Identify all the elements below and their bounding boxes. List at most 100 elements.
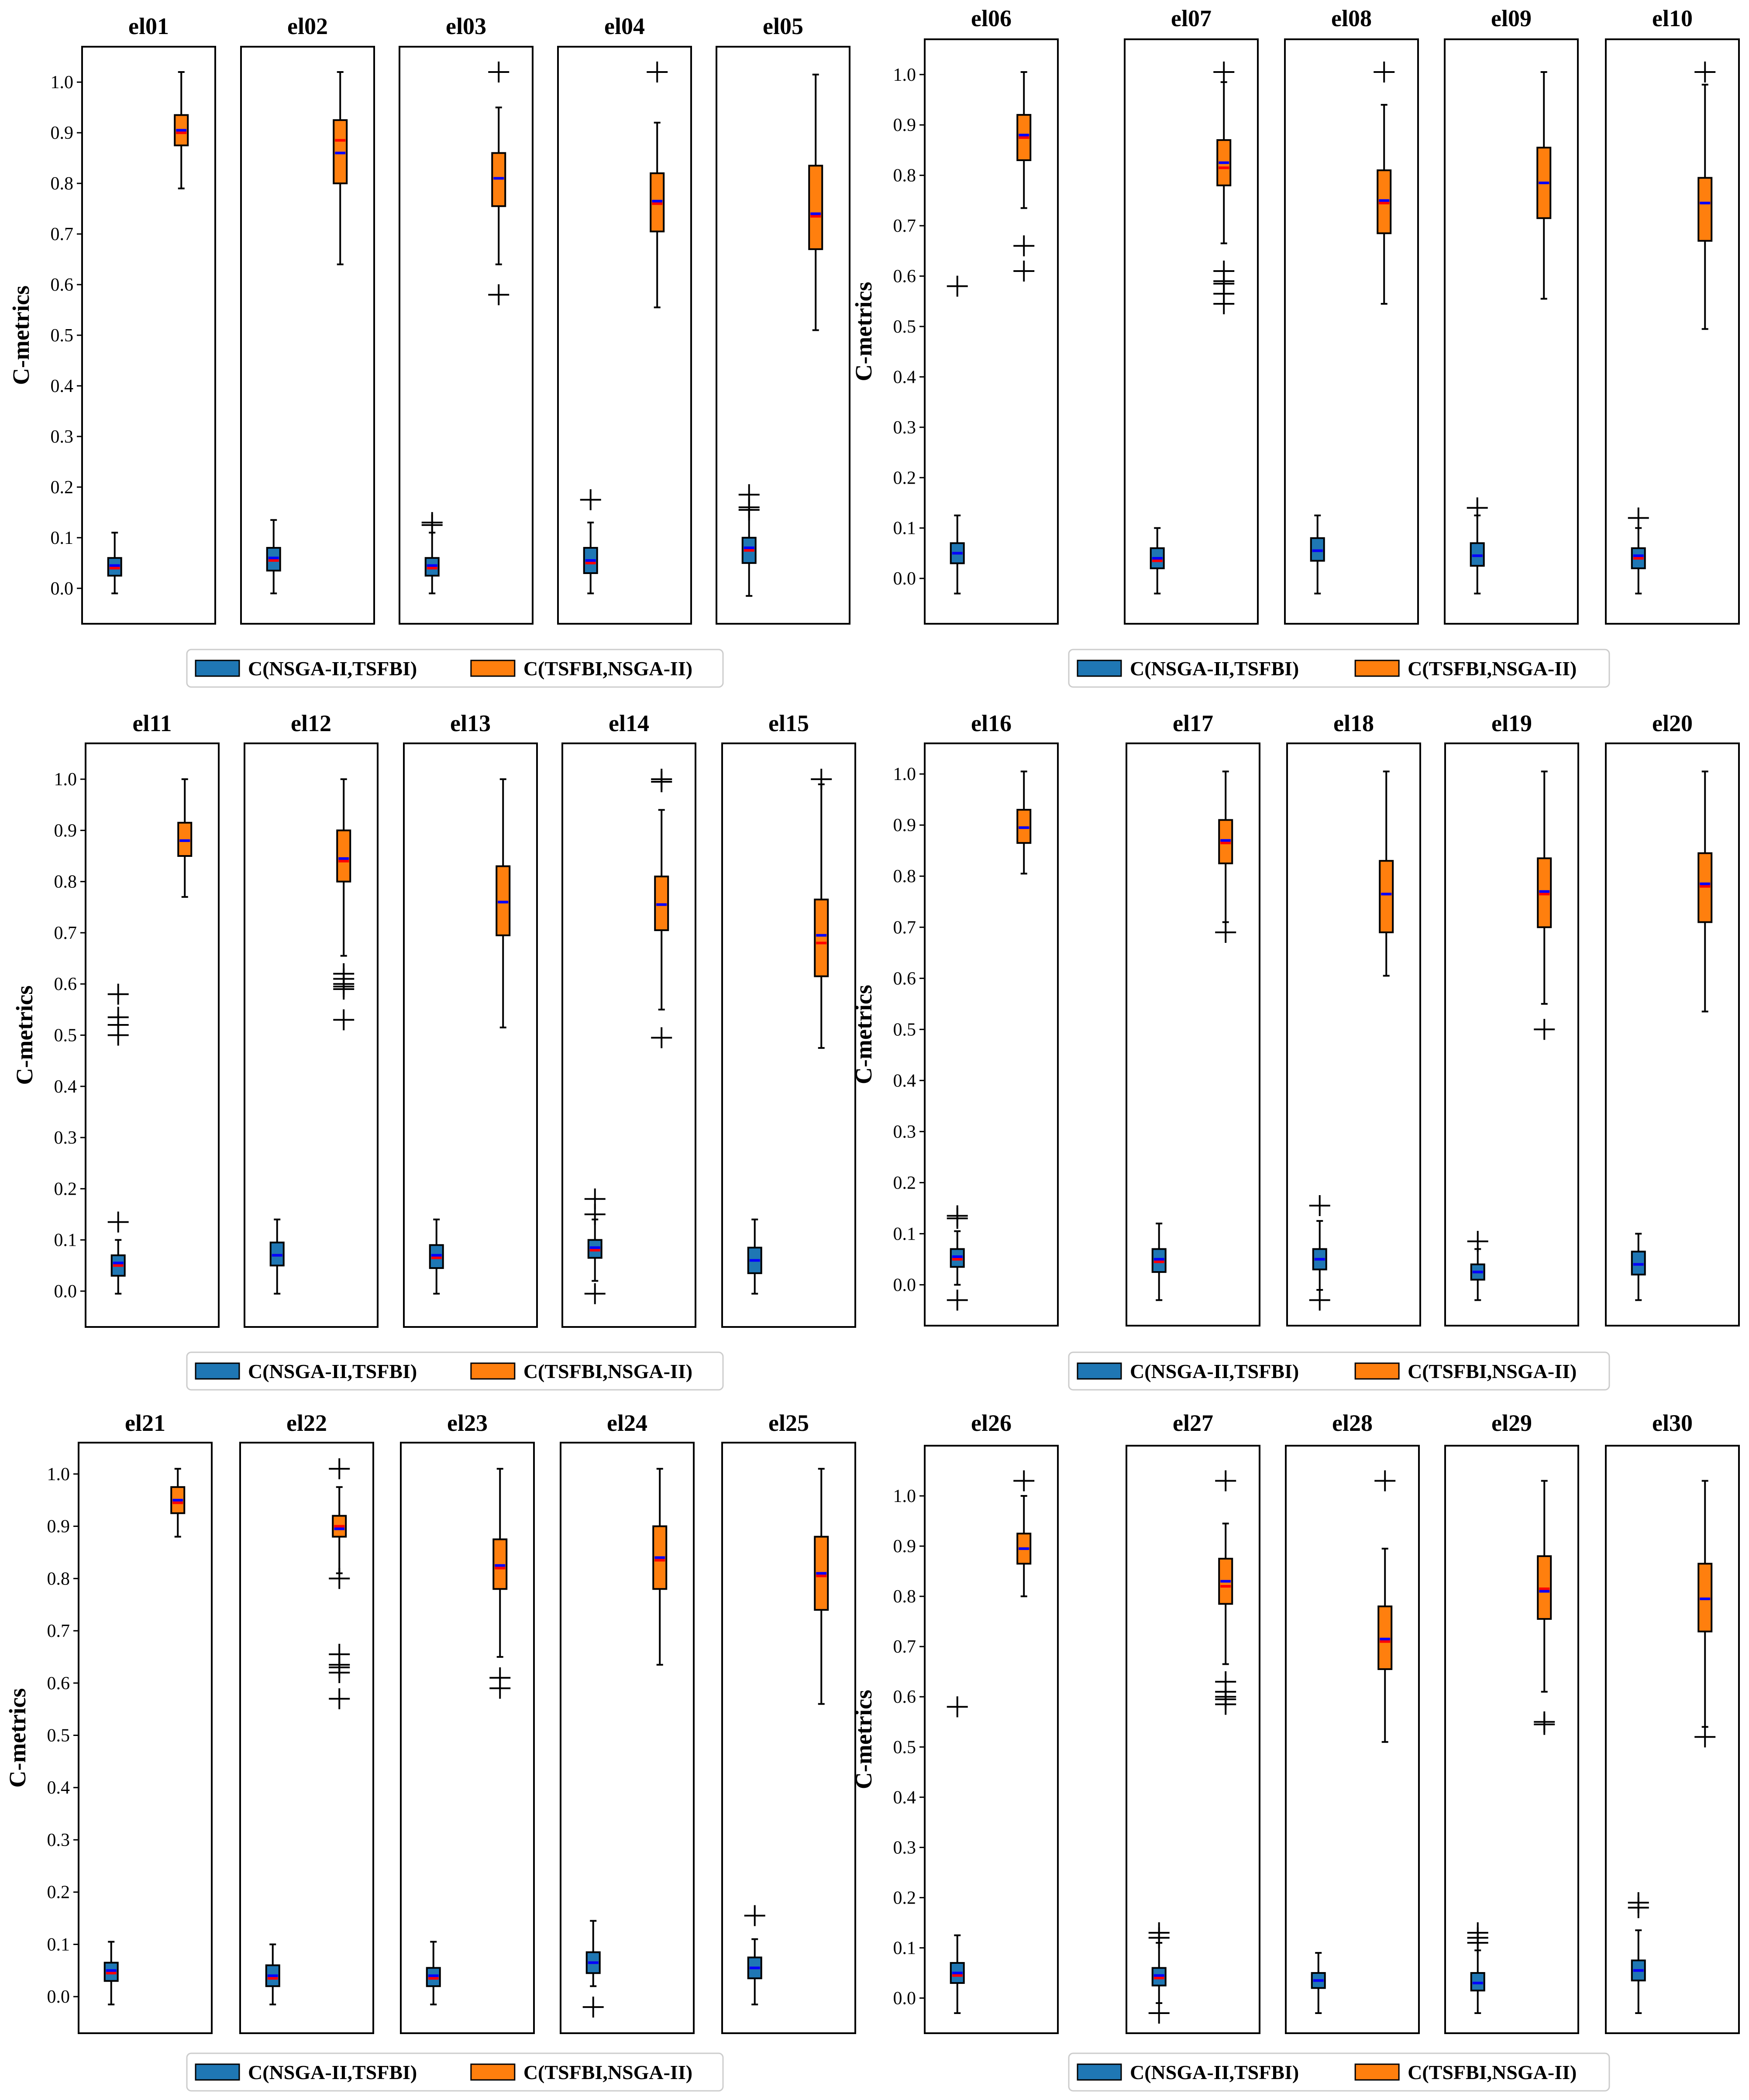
box-nsga-tsfbi-outlier: [107, 1007, 129, 1028]
y-tick-label: 0.9: [893, 1536, 916, 1557]
panel-title: el14: [609, 710, 649, 736]
box-nsga-tsfbi-outlier: [947, 1205, 968, 1227]
y-tick-label: 0.1: [893, 519, 916, 539]
panel-frame: [1286, 742, 1421, 1327]
legend-swatch-series1: [195, 2063, 240, 2081]
y-tick-label: 0.5: [893, 1020, 916, 1040]
box-nsga-tsfbi-outlier: [582, 1997, 604, 2018]
panel-frame: [244, 742, 379, 1328]
panel-el08: el08: [1284, 5, 1419, 625]
box-tsfbi-nsga-outlier: [488, 61, 510, 82]
box-tsfbi-nsga-outlier: [651, 769, 672, 790]
panel-el01: el01: [81, 13, 216, 625]
box-tsfbi-nsga-iqr-box: [814, 898, 829, 977]
panel-title: el11: [133, 710, 172, 736]
panel-title: el09: [1491, 5, 1532, 31]
box-tsfbi-nsga-outlier: [1013, 1470, 1035, 1492]
legend-swatch-series1: [1077, 660, 1122, 677]
panel-title: el05: [763, 13, 803, 39]
y-tick-label: 0.9: [54, 821, 77, 841]
panel-frame: [81, 46, 216, 625]
legend: C(NSGA-II,TSFBI) C(TSFBI,NSGA-II): [186, 2052, 724, 2092]
subfigure-4: 0.0 0.1 0.2 0.3 0.4 0.5 0.6 0.7 0.8 0.9 1.0 C-metri…: [850, 710, 1740, 1391]
legend-label-series2: C(TSFBI,NSGA-II): [523, 2061, 692, 2083]
legend: C(NSGA-II,TSFBI) C(TSFBI,NSGA-II): [1068, 649, 1610, 688]
panel-frame: [85, 742, 220, 1328]
panel-title: el18: [1333, 710, 1374, 736]
y-tick-label: 0.2: [47, 1883, 70, 1903]
panel-el29: el29: [1444, 1410, 1579, 2034]
y-tick-label: 1.0: [893, 1486, 916, 1506]
panel-frame: [557, 46, 692, 625]
legend-frame: [1068, 649, 1610, 688]
y-axis-label: C-metrics: [11, 986, 38, 1085]
y-tick-label: 0.7: [51, 224, 74, 244]
legend-swatch-series1: [1077, 1362, 1122, 1380]
y-tick-label: 0.7: [54, 923, 77, 943]
panel-frame: [1605, 742, 1740, 1327]
panel-title: el19: [1491, 710, 1532, 736]
y-tick-label: 0.5: [51, 326, 74, 346]
y-tick-label: 0.6: [893, 1687, 916, 1707]
y-tick-label: 1.0: [51, 72, 74, 93]
panel-title: el29: [1491, 1410, 1532, 1436]
box-tsfbi-nsga-outlier: [1694, 1726, 1716, 1748]
legend-label-series2: C(TSFBI,NSGA-II): [523, 1360, 692, 1382]
panel-frame: [399, 46, 534, 625]
panel-frame: [924, 1445, 1059, 2034]
panel-el22: el22: [239, 1410, 374, 2034]
panel-el23: el23: [400, 1410, 535, 2034]
box-nsga-tsfbi-outlier: [947, 1696, 968, 1718]
legend: C(NSGA-II,TSFBI) C(TSFBI,NSGA-II): [186, 1351, 724, 1391]
y-tick-label: 0.1: [51, 528, 74, 548]
panel-el06: el06: [924, 5, 1059, 625]
box-tsfbi-nsga-outlier: [329, 1568, 350, 1589]
box-nsga-tsfbi-outlier: [947, 1289, 968, 1311]
legend-label-series1: C(NSGA-II,TSFBI): [1130, 2061, 1299, 2083]
panel-title: el17: [1173, 710, 1213, 736]
box-nsga-tsfbi-outlier: [1628, 1892, 1649, 1913]
box-tsfbi-nsga-outlier: [1374, 62, 1395, 83]
subfigure-1: 0.0 0.1 0.2 0.3 0.4 0.5 0.6 0.7 0.8 0.9 1.0 C-metri…: [8, 13, 850, 688]
y-tick-label: 0.5: [893, 1737, 916, 1757]
y-axis-label: C-metrics: [8, 285, 34, 385]
box-nsga-tsfbi-outlier: [584, 1283, 606, 1304]
box-tsfbi-nsga-outlier: [333, 963, 355, 984]
panel-el03: el03: [399, 13, 534, 625]
panel-el05: el05: [716, 13, 850, 625]
panel-frame: [716, 46, 850, 625]
y-tick-label: 0.8: [893, 166, 916, 186]
box-nsga-tsfbi-outlier: [584, 1188, 606, 1210]
y-tick-label: 0.6: [47, 1674, 70, 1694]
panel-frame: [1285, 1445, 1420, 2034]
panel-frame: [1126, 742, 1260, 1327]
y-tick-label: 0.5: [54, 1026, 77, 1046]
y-axis-label: C-metrics: [850, 985, 877, 1084]
y-tick-label: 0.0: [893, 1275, 916, 1295]
box-nsga-tsfbi-outlier: [580, 489, 601, 510]
panel-frame: [721, 1442, 856, 2034]
panel-title: el16: [971, 710, 1012, 736]
y-tick-label: 0.0: [893, 1988, 916, 2008]
legend-frame: [1068, 1351, 1610, 1391]
box-tsfbi-nsga-outlier: [1215, 1470, 1236, 1492]
box-tsfbi-nsga-outlier: [488, 284, 510, 306]
panel-el11: el11: [85, 710, 220, 1328]
y-tick-label: 0.0: [54, 1282, 77, 1302]
panel-frame: [403, 742, 538, 1328]
panel-el10: el10: [1605, 5, 1740, 625]
y-tick-label: 0.5: [47, 1726, 70, 1746]
legend-label-series1: C(NSGA-II,TSFBI): [248, 2061, 417, 2083]
y-tick-label: 0.3: [893, 418, 916, 438]
legend-swatch-series2: [470, 2063, 516, 2081]
panel-el18: el18: [1286, 710, 1421, 1327]
panel-title: el06: [971, 5, 1012, 31]
y-tick-label: 0.7: [893, 918, 916, 938]
y-tick-label: 1.0: [893, 764, 916, 784]
legend-label-series1: C(NSGA-II,TSFBI): [1130, 1360, 1299, 1382]
y-tick-label: 0.4: [47, 1778, 70, 1798]
box-tsfbi-nsga-iqr-box: [1697, 177, 1713, 242]
box-tsfbi-nsga-outlier: [489, 1667, 511, 1688]
panel-el12: el12: [244, 710, 379, 1328]
